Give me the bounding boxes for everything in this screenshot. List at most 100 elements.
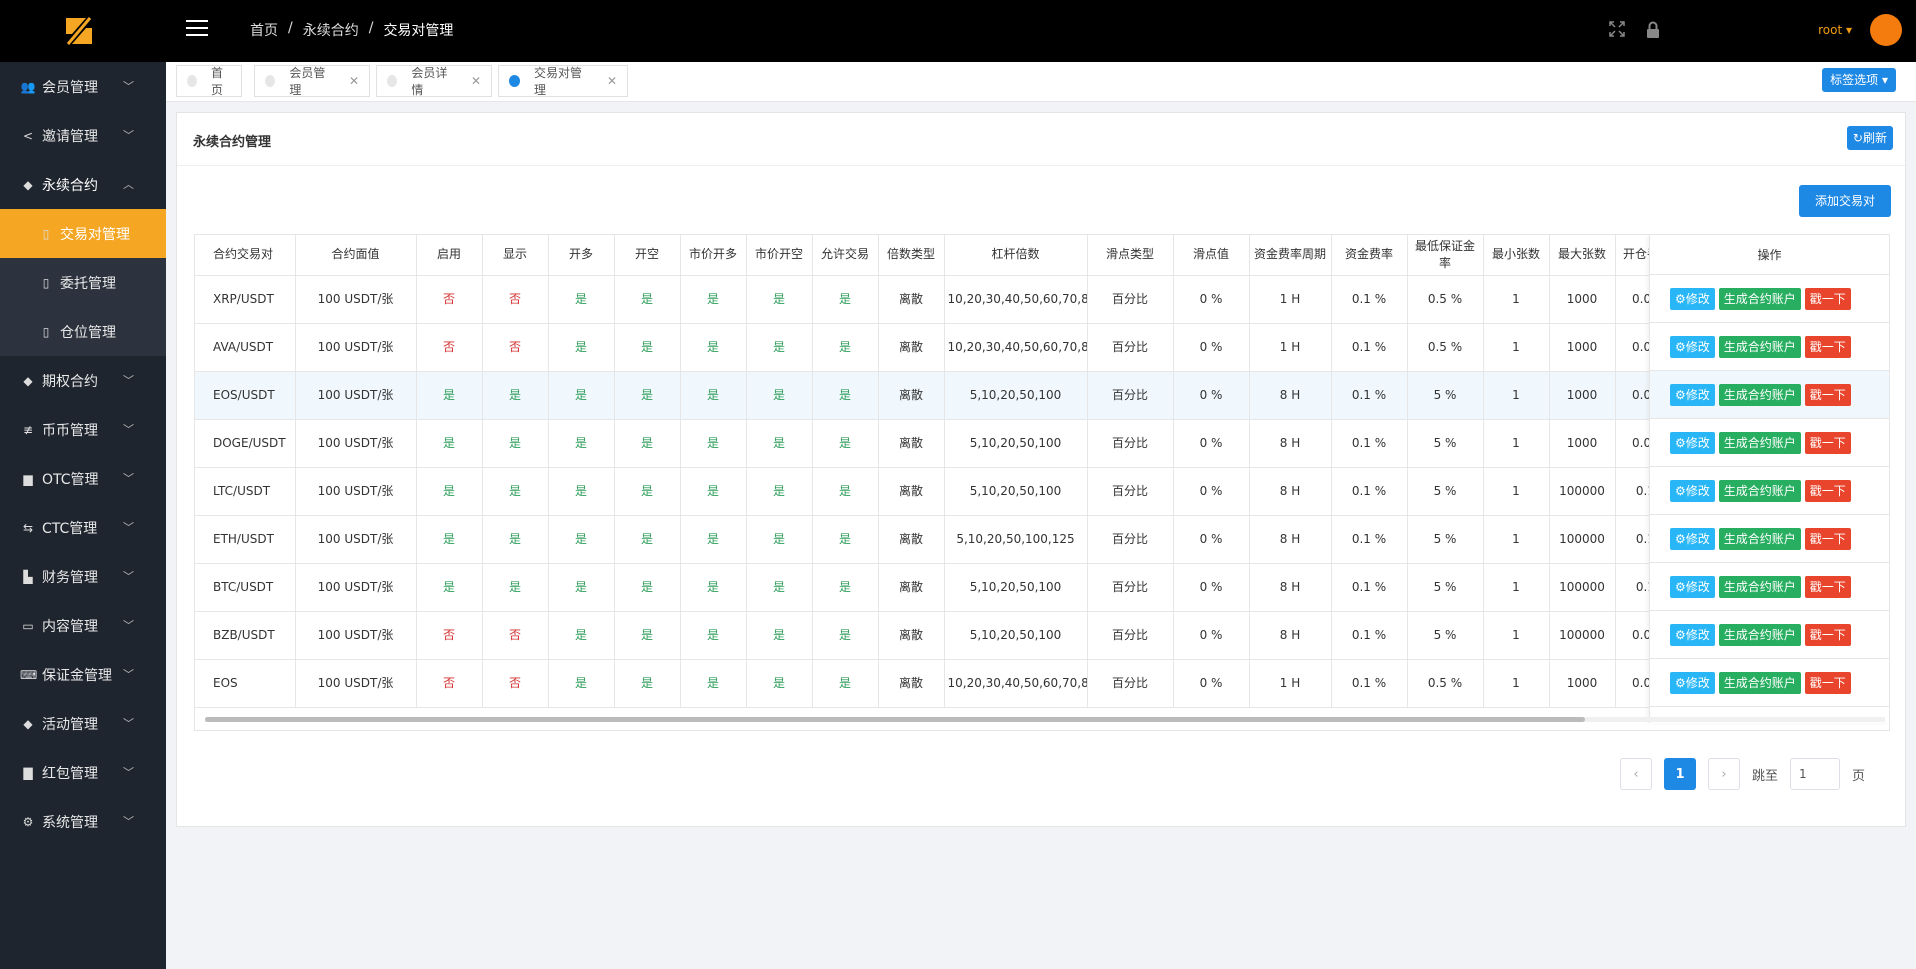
table-cell: 是 bbox=[614, 467, 681, 516]
generate-account-button[interactable]: 生成合约账户 bbox=[1718, 383, 1801, 406]
generate-account-button[interactable]: 生成合约账户 bbox=[1718, 287, 1801, 310]
page-button[interactable]: 1 bbox=[1663, 758, 1696, 790]
refresh-label: 刷新 bbox=[1862, 131, 1887, 145]
generate-account-button[interactable]: 生成合约账户 bbox=[1718, 431, 1801, 454]
edit-button[interactable]: ⚙修改 bbox=[1670, 527, 1715, 550]
tab-members[interactable]: 会员管理 ✕ bbox=[254, 65, 370, 97]
sidebar-item-orders[interactable]: ▯ 委托管理 bbox=[0, 258, 166, 307]
tab-dot-icon bbox=[265, 75, 276, 87]
tab-home[interactable]: 首页 bbox=[176, 65, 242, 97]
edit-button[interactable]: ⚙修改 bbox=[1670, 287, 1715, 310]
table-cell: 5,10,20,50,100 bbox=[944, 371, 1088, 420]
generate-account-button[interactable]: 生成合约账户 bbox=[1718, 575, 1801, 598]
poke-button[interactable]: 戳一下 bbox=[1804, 383, 1851, 406]
sidebar-item-label: 财务管理 bbox=[42, 569, 98, 586]
table-cell: BZB/USDT bbox=[195, 611, 296, 660]
sidebar-item-options[interactable]: ◆ 期权合约 ﹀ bbox=[0, 356, 166, 405]
sidebar-item-ctc[interactable]: ⇆ CTC管理 ﹀ bbox=[0, 503, 166, 552]
close-icon[interactable]: ✕ bbox=[606, 74, 617, 88]
table-row[interactable]: EOS 100 USDT/张否否是是是是是离散 10,20,30,40,50,60,… bbox=[195, 659, 1692, 708]
avatar[interactable] bbox=[1870, 14, 1902, 46]
generate-account-button[interactable]: 生成合约账户 bbox=[1718, 623, 1801, 646]
lock-icon[interactable] bbox=[1644, 21, 1662, 39]
table-cell: 1 bbox=[1483, 419, 1550, 468]
goto-page-input[interactable]: 1 bbox=[1789, 758, 1840, 790]
tab-options-button[interactable]: 标签选项 ▾ bbox=[1822, 68, 1896, 92]
sidebar-item-finance[interactable]: ▙ 财务管理 ﹀ bbox=[0, 552, 166, 601]
sidebar-item-members[interactable]: 👥 会员管理 ﹀ bbox=[0, 62, 166, 111]
edit-button[interactable]: ⚙修改 bbox=[1670, 383, 1715, 406]
edit-button[interactable]: ⚙修改 bbox=[1670, 479, 1715, 502]
gear-icon: ⚙ bbox=[1675, 291, 1686, 306]
breadcrumb-perpetual[interactable]: 永续合约 bbox=[302, 23, 359, 39]
tab-pair-management[interactable]: 交易对管理 ✕ bbox=[498, 65, 628, 97]
prev-page-button[interactable]: ‹ bbox=[1619, 758, 1652, 790]
table-cell: 是 bbox=[746, 419, 813, 468]
edit-button[interactable]: ⚙修改 bbox=[1670, 623, 1715, 646]
gear-icon: ⚙ bbox=[1675, 387, 1686, 402]
table-cell: 离散 bbox=[878, 659, 945, 708]
sidebar-item-invite[interactable]: < 邀请管理 ﹀ bbox=[0, 111, 166, 160]
menu-toggle-icon[interactable] bbox=[186, 20, 208, 38]
sidebar-item-content[interactable]: ▭ 内容管理 ﹀ bbox=[0, 601, 166, 650]
breadcrumb-home[interactable]: 首页 bbox=[250, 23, 278, 39]
table-cell: 是 bbox=[548, 611, 615, 660]
refresh-button[interactable]: ↻刷新 bbox=[1846, 126, 1893, 150]
table-row[interactable]: DOGE/USDT 100 USDT/张是是是是是是是离散 5,10,20,50,1… bbox=[195, 419, 1692, 468]
close-icon[interactable]: ✕ bbox=[348, 74, 359, 88]
scrollbar-thumb[interactable] bbox=[205, 717, 1585, 722]
table-cell: 是 bbox=[812, 275, 879, 324]
sidebar-item-system[interactable]: ⚙ 系统管理 ﹀ bbox=[0, 797, 166, 846]
tab-member-detail[interactable]: 会员详情 ✕ bbox=[376, 65, 492, 97]
next-page-button[interactable]: › bbox=[1707, 758, 1740, 790]
poke-button[interactable]: 戳一下 bbox=[1804, 623, 1851, 646]
breadcrumb: 首页 / 永续合约 / 交易对管理 bbox=[250, 20, 453, 40]
table-cell: 是 bbox=[812, 323, 879, 372]
fullscreen-icon[interactable] bbox=[1608, 21, 1626, 39]
sidebar-item-pair-management[interactable]: ▯ 交易对管理 bbox=[0, 209, 166, 258]
table-row[interactable]: BTC/USDT 100 USDT/张是是是是是是是离散 5,10,20,50,10… bbox=[195, 563, 1692, 612]
sidebar-item-positions[interactable]: ▯ 仓位管理 bbox=[0, 307, 166, 356]
table-row[interactable]: EOS/USDT 100 USDT/张是是是是是是是离散 5,10,20,50,10… bbox=[195, 371, 1692, 420]
sidebar-item-perpetual[interactable]: ◆ 永续合约 ︿ bbox=[0, 160, 166, 209]
sidebar-item-redpacket[interactable]: ▇ 红包管理 ﹀ bbox=[0, 748, 166, 797]
table-row[interactable]: XRP/USDT 100 USDT/张否否是是是是是离散 10,20,30,40,5… bbox=[195, 275, 1692, 324]
poke-button[interactable]: 戳一下 bbox=[1804, 527, 1851, 550]
sidebar-item-otc[interactable]: ▆ OTC管理 ﹀ bbox=[0, 454, 166, 503]
poke-button[interactable]: 戳一下 bbox=[1804, 287, 1851, 310]
poke-button[interactable]: 戳一下 bbox=[1804, 431, 1851, 454]
generate-account-button[interactable]: 生成合约账户 bbox=[1718, 671, 1801, 694]
table-row[interactable]: BZB/USDT 100 USDT/张否否是是是是是离散 5,10,20,50,10… bbox=[195, 611, 1692, 660]
poke-button[interactable]: 戳一下 bbox=[1804, 335, 1851, 358]
poke-button[interactable]: 戳一下 bbox=[1804, 479, 1851, 502]
generate-account-button[interactable]: 生成合约账户 bbox=[1718, 527, 1801, 550]
breadcrumb-separator: / bbox=[368, 20, 374, 36]
ops-row: ⚙修改 生成合约账户 戳一下 bbox=[1650, 275, 1889, 323]
logo-icon[interactable] bbox=[62, 14, 96, 48]
edit-button[interactable]: ⚙修改 bbox=[1670, 671, 1715, 694]
horizontal-scrollbar[interactable] bbox=[205, 717, 1885, 722]
poke-button[interactable]: 戳一下 bbox=[1804, 575, 1851, 598]
table-row[interactable]: ETH/USDT 100 USDT/张是是是是是是是离散 5,10,20,50,10… bbox=[195, 515, 1692, 564]
sidebar-item-label: 会员管理 bbox=[42, 79, 98, 96]
column-header: 杠杆倍数 bbox=[944, 235, 1088, 276]
table-cell: 否 bbox=[482, 659, 549, 708]
table-row[interactable]: AVA/USDT 100 USDT/张否否是是是是是离散 10,20,30,40,5… bbox=[195, 323, 1692, 372]
sidebar-item-margin[interactable]: ⌨ 保证金管理 ﹀ bbox=[0, 650, 166, 699]
edit-button[interactable]: ⚙修改 bbox=[1670, 335, 1715, 358]
sidebar-item-spot[interactable]: ≢ 币币管理 ﹀ bbox=[0, 405, 166, 454]
table-cell: AVA/USDT bbox=[195, 323, 296, 372]
close-icon[interactable]: ✕ bbox=[470, 74, 481, 88]
edit-button[interactable]: ⚙修改 bbox=[1670, 575, 1715, 598]
table-cell: 是 bbox=[614, 371, 681, 420]
table-cell: 是 bbox=[680, 419, 747, 468]
generate-account-button[interactable]: 生成合约账户 bbox=[1718, 479, 1801, 502]
poke-button-label: 戳一下 bbox=[1809, 675, 1846, 690]
user-menu[interactable]: root ▾ bbox=[1818, 23, 1852, 37]
poke-button[interactable]: 戳一下 bbox=[1804, 671, 1851, 694]
add-pair-button[interactable]: 添加交易对 bbox=[1798, 185, 1891, 217]
table-row[interactable]: LTC/USDT 100 USDT/张是是是是是是是离散 5,10,20,50,10… bbox=[195, 467, 1692, 516]
edit-button[interactable]: ⚙修改 bbox=[1670, 431, 1715, 454]
sidebar-item-activities[interactable]: ◆ 活动管理 ﹀ bbox=[0, 699, 166, 748]
generate-account-button[interactable]: 生成合约账户 bbox=[1718, 335, 1801, 358]
